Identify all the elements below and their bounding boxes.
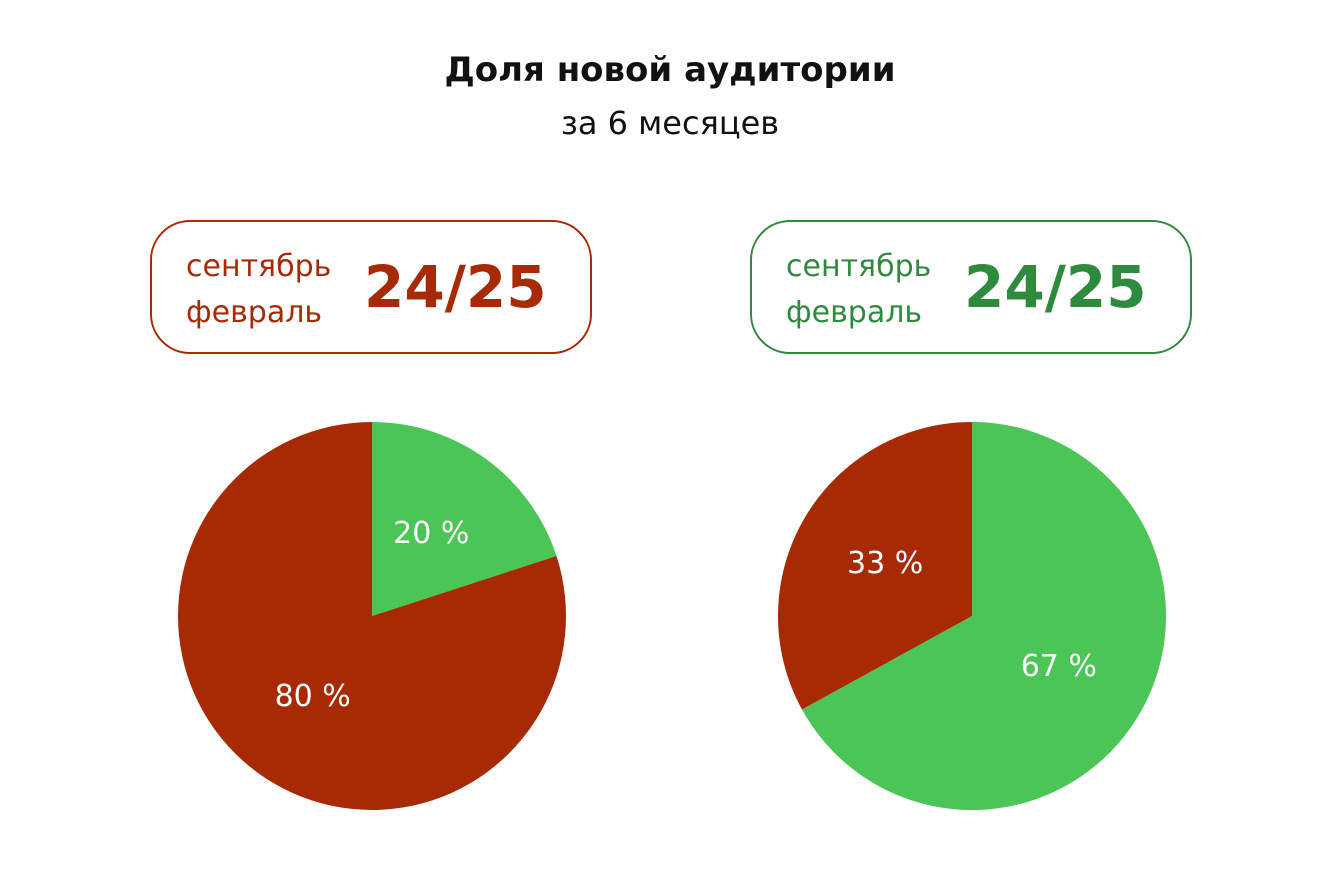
pie-chart-left: 20 % 80 % bbox=[177, 422, 566, 810]
pie-slice bbox=[778, 422, 972, 710]
badge-month-start: сентябрь bbox=[186, 249, 332, 284]
pie-slice-label: 20 % bbox=[393, 516, 469, 551]
pie-chart-right: 67 % 33 % bbox=[778, 422, 1166, 810]
badge-month-start: сентябрь bbox=[786, 249, 932, 284]
badge-month-end: февраль bbox=[786, 295, 923, 330]
badge-period: 24/25 bbox=[964, 253, 1147, 321]
pie-slice bbox=[177, 422, 566, 810]
period-badge-left: сентябрь февраль 24/25 bbox=[150, 220, 592, 354]
badge-period: 24/25 bbox=[364, 253, 547, 321]
badge-month-end: февраль bbox=[186, 295, 323, 330]
chart-subtitle: за 6 месяцев bbox=[560, 104, 780, 142]
pie-slice-label: 80 % bbox=[275, 679, 351, 714]
pie-slice-label: 67 % bbox=[1021, 649, 1097, 684]
pie-slice bbox=[372, 422, 557, 616]
pie-slice-label: 33 % bbox=[847, 546, 923, 581]
pie-slice bbox=[801, 422, 1166, 810]
period-badge-right: сентябрь февраль 24/25 bbox=[750, 220, 1192, 354]
chart-title: Доля новой аудитории bbox=[444, 50, 896, 90]
